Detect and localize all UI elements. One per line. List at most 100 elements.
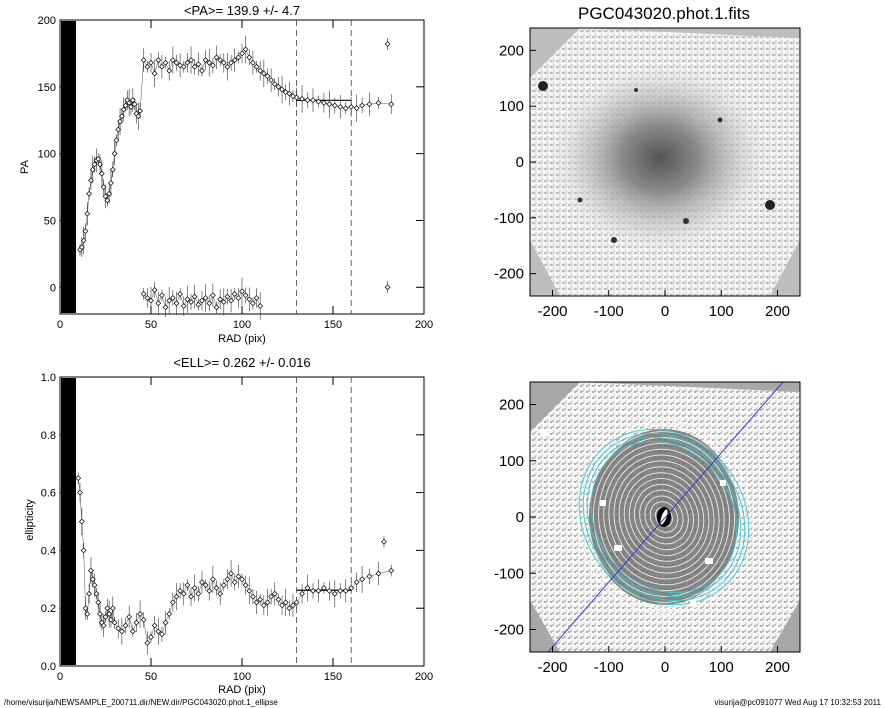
- pa-data-point: [199, 297, 205, 304]
- isophote-contour: [644, 495, 684, 539]
- ell-data-point: [106, 611, 113, 617]
- major-axis-line: [547, 382, 784, 652]
- pa-data-point: [321, 99, 327, 106]
- pa-inner-region-block: [61, 21, 76, 313]
- ell-ytick-label: 0.4: [41, 545, 56, 557]
- ell-data-point: [75, 475, 82, 482]
- pa-data-point: [213, 304, 220, 311]
- pa-xlabel: RAD (pix): [218, 333, 266, 345]
- pa-data-point: [173, 300, 180, 307]
- pa-data-point: [184, 59, 191, 66]
- pa-data-point: [104, 197, 111, 204]
- ell-data-point: [129, 628, 136, 635]
- ell-panel: 0 50 100 150 200 0.0 0.2 0.4 0.6 0.8 1.0 <ELL>= 0.…: [24, 355, 433, 696]
- pa-data-point: [97, 161, 103, 168]
- star-marker: [717, 117, 723, 123]
- mask-patch: [720, 480, 726, 486]
- star-marker: [611, 237, 617, 243]
- image2-xtick-label: 100: [709, 659, 734, 676]
- ell-data-point: [159, 631, 165, 638]
- pa-data-point: [206, 300, 213, 307]
- ell-data-point: [133, 619, 140, 626]
- isophote-fit-contour: [586, 436, 742, 598]
- mask-patch: [600, 500, 606, 506]
- pa-data-point: [220, 299, 227, 305]
- image1-title: PGC043020.phot.1.fits: [578, 4, 750, 23]
- pa-data-point: [120, 106, 127, 113]
- mask-patch: [540, 430, 548, 436]
- ell-data-point: [268, 593, 275, 600]
- ell-data-point: [359, 576, 366, 583]
- ell-data-point: [235, 573, 242, 580]
- ell-data-point: [286, 605, 293, 612]
- pa-data-point: [250, 300, 256, 307]
- ell-ytick-label: 1.0: [41, 372, 56, 384]
- star-marker: [683, 218, 689, 224]
- pa-data-point: [268, 77, 275, 84]
- pa-data-point: [155, 300, 162, 307]
- pa-data-point: [166, 67, 173, 74]
- pa-data-point: [242, 292, 249, 299]
- isophote-contour: [623, 472, 705, 562]
- ell-data-point: [228, 570, 234, 577]
- pa-data-point: [159, 292, 165, 299]
- image1-xtick-label: -100: [594, 303, 624, 320]
- image2-ytick-label: 0: [516, 509, 524, 526]
- ell-data-point: [88, 567, 94, 574]
- ell-data-point: [326, 587, 333, 594]
- pa-data-point: [148, 59, 154, 66]
- image1-ytick-label: 100: [499, 98, 524, 115]
- pa-data-point: [100, 184, 107, 190]
- footer-path: /home/visurija/NEWSAMPLE_200711.dir/NEW.…: [4, 698, 278, 707]
- pa-data-point: [98, 170, 105, 177]
- ell-data-point: [231, 579, 238, 586]
- pa-xtick-label: 50: [145, 319, 157, 331]
- ell-data-point: [199, 579, 205, 586]
- ell-data-point: [250, 593, 256, 600]
- ell-data-point: [155, 628, 162, 635]
- pa-data-point: [122, 102, 129, 109]
- pa-data-point: [126, 99, 133, 106]
- pa-data-point: [253, 295, 260, 301]
- pa-data-point: [128, 103, 134, 110]
- pa-data-point: [118, 113, 125, 120]
- ell-data-point: [242, 582, 249, 588]
- ell-data-point: [151, 622, 158, 629]
- ell-data-point: [353, 579, 360, 586]
- pa-data-point: [78, 244, 85, 251]
- ell-data-point: [126, 613, 133, 620]
- pa-data-point: [209, 62, 216, 69]
- pa-data-point: [231, 291, 238, 297]
- pa-data-point: [191, 293, 198, 300]
- mask-patch: [705, 558, 713, 564]
- ell-data-point: [388, 567, 395, 574]
- ell-data-point: [206, 587, 213, 594]
- pa-data-point: [91, 161, 98, 168]
- pa-data-point: [159, 63, 165, 70]
- pa-data-point: [231, 57, 238, 63]
- ell-data-marks: [75, 377, 395, 666]
- ell-data-point: [264, 599, 271, 606]
- star-marker: [634, 88, 638, 92]
- ell-title: <ELL>= 0.262 +/- 0.016: [173, 355, 310, 370]
- pa-data-point: [224, 63, 231, 70]
- pa-data-point: [384, 41, 391, 47]
- ell-inner-region-block: [61, 378, 76, 665]
- pa-data-point: [162, 59, 169, 66]
- ell-data-point: [169, 599, 176, 606]
- galaxy-image-panel: -200 -100 0 100 200 200 100 0 -100 -200 PGC043020…: [494, 4, 801, 320]
- ell-data-point: [89, 576, 96, 583]
- image1-ytick-label: -100: [494, 210, 524, 227]
- pa-data-point: [88, 177, 94, 184]
- image1-xtick-label: -200: [537, 303, 567, 320]
- ell-data-point: [381, 538, 387, 545]
- star-marker: [765, 200, 775, 210]
- ell-data-point: [97, 611, 103, 617]
- ell-ylabel: ellipticity: [24, 499, 36, 541]
- pa-data-point: [129, 97, 136, 104]
- ell-data-point: [253, 599, 260, 606]
- pa-ytick-label: 50: [44, 215, 56, 227]
- pa-data-point: [202, 57, 209, 63]
- pa-data-point: [111, 150, 118, 157]
- ell-xtick-label: 150: [324, 671, 342, 683]
